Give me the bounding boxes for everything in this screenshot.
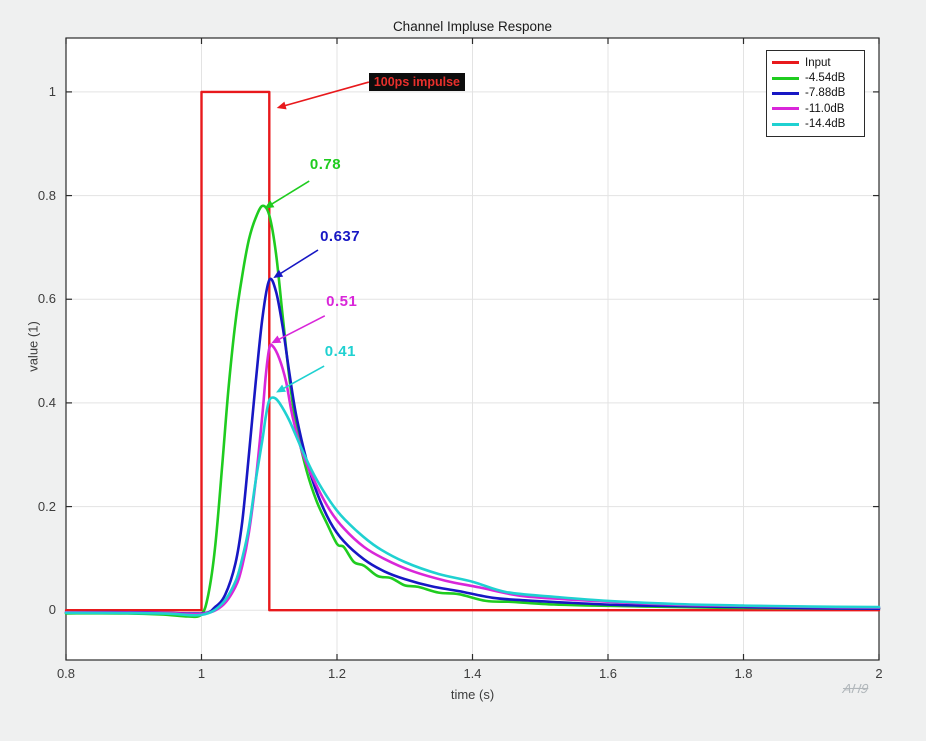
x-tick-label: 1.6	[598, 666, 618, 681]
curve-14.4db	[64, 396, 881, 617]
curve-4.54db	[64, 204, 881, 619]
curve-input	[64, 90, 881, 612]
x-tick-label: 2	[875, 666, 883, 681]
legend-label: Input	[805, 56, 831, 69]
annotation-arrow-line-peak-blue	[276, 249, 319, 277]
legend-line-swatch	[772, 107, 799, 111]
legend-line-swatch	[772, 61, 799, 65]
legend-item-4.54db: -4.54dB	[772, 70, 858, 85]
x-tick-label: 0.8	[56, 666, 76, 681]
x-tick-label: 1	[197, 666, 206, 681]
legend-line-swatch	[772, 91, 799, 95]
y-tick-label: 0.4	[37, 394, 56, 410]
y-tick-label: 0.8	[37, 187, 56, 203]
y-tick-label: 1	[48, 83, 56, 99]
x-tick-label: 1.2	[327, 666, 347, 681]
annotation-arrow-line-impulse	[280, 81, 370, 108]
annotation-impulse: 100ps impulse	[368, 73, 465, 92]
legend: Input -4.54dB -7.88dB -11.0dB -14.4dB	[766, 50, 865, 137]
chart-title: Channel Impluse Respone	[392, 19, 553, 34]
annotation-arrowhead-peak-cyan	[276, 384, 286, 393]
annotation-arrow-line-peak-cyan	[279, 365, 325, 392]
watermark: AH9	[841, 681, 870, 696]
legend-label: -11.0dB	[805, 102, 845, 115]
x-axis-label: time (s)	[450, 687, 495, 702]
y-tick-label: 0.2	[37, 498, 56, 514]
legend-item-input: Input	[772, 55, 858, 70]
legend-item-11.0db: -11.0dB	[772, 101, 858, 116]
x-tick-label: 1.8	[734, 666, 753, 681]
legend-line-swatch	[772, 122, 799, 126]
legend-item-14.4db: -14.4dB	[772, 117, 858, 132]
annotation-arrowhead-peak-green	[264, 200, 275, 209]
annotation-arrow-line-peak-magenta	[274, 315, 326, 343]
annotation-arrow-line-peak-green	[267, 180, 310, 208]
annotation-peak-green: 0.78	[309, 156, 342, 174]
x-tick-label: 1.4	[463, 666, 482, 681]
annotation-arrowhead-impulse	[276, 101, 287, 110]
legend-label: -14.4dB	[805, 118, 846, 131]
annotation-arrowhead-peak-blue	[273, 269, 284, 278]
y-tick-label: 0.6	[37, 291, 56, 307]
annotation-peak-magenta: 0.51	[326, 293, 358, 311]
legend-item-7.88db: -7.88dB	[772, 86, 858, 101]
legend-label: -7.88dB	[805, 87, 846, 100]
legend-line-swatch	[772, 76, 799, 80]
annotation-arrowhead-peak-magenta	[271, 335, 282, 344]
annotation-peak-blue: 0.637	[320, 228, 361, 246]
y-tick-label: 0	[48, 602, 56, 618]
annotation-peak-cyan: 0.41	[324, 342, 356, 360]
legend-label: -4.54dB	[805, 72, 846, 85]
